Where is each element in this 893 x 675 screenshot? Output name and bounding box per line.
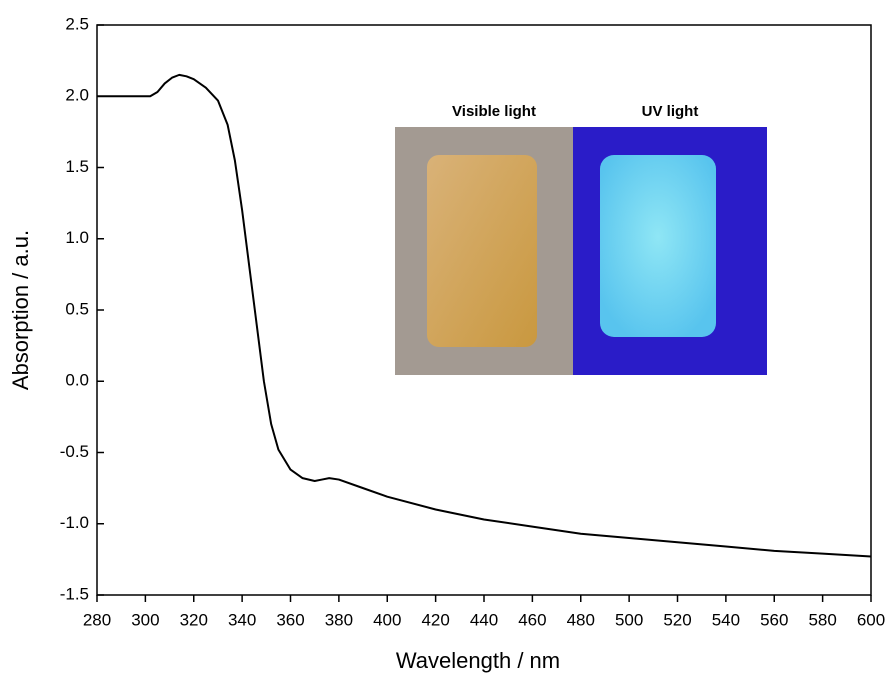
inset-label: Visible light [452, 103, 536, 120]
inset-label: UV light [642, 103, 699, 120]
x-axis-title: Wavelength / nm [396, 648, 560, 673]
x-tick-label: 420 [421, 610, 449, 629]
y-tick-label: 2.0 [65, 86, 89, 105]
x-tick-label: 460 [518, 610, 546, 629]
x-tick-label: 560 [760, 610, 788, 629]
y-axis-title: Absorption / a.u. [8, 230, 33, 390]
x-tick-label: 340 [228, 610, 256, 629]
y-tick-label: 1.0 [65, 228, 89, 247]
x-tick-label: 440 [470, 610, 498, 629]
x-tick-label: 400 [373, 610, 401, 629]
x-tick-label: 320 [180, 610, 208, 629]
x-tick-label: 600 [857, 610, 885, 629]
x-tick-label: 580 [808, 610, 836, 629]
visible-sample [427, 155, 537, 347]
x-tick-label: 480 [567, 610, 595, 629]
uv-sample [600, 155, 716, 337]
x-tick-label: 520 [663, 610, 691, 629]
y-tick-label: -1.0 [60, 513, 89, 532]
x-tick-label: 500 [615, 610, 643, 629]
inset-photo [395, 127, 767, 375]
x-tick-label: 300 [131, 610, 159, 629]
y-tick-label: 2.5 [65, 14, 89, 33]
y-tick-label: -1.5 [60, 584, 89, 603]
data-line [97, 73, 872, 558]
y-tick-label: 1.5 [65, 157, 89, 176]
x-tick-label: 280 [83, 610, 111, 629]
y-tick-label: 0.5 [65, 299, 89, 318]
x-tick-label: 380 [325, 610, 353, 629]
y-tick-label: -0.5 [60, 442, 89, 461]
x-tick-label: 360 [276, 610, 304, 629]
y-tick-label: 0.0 [65, 371, 89, 390]
x-tick-label: 540 [712, 610, 740, 629]
